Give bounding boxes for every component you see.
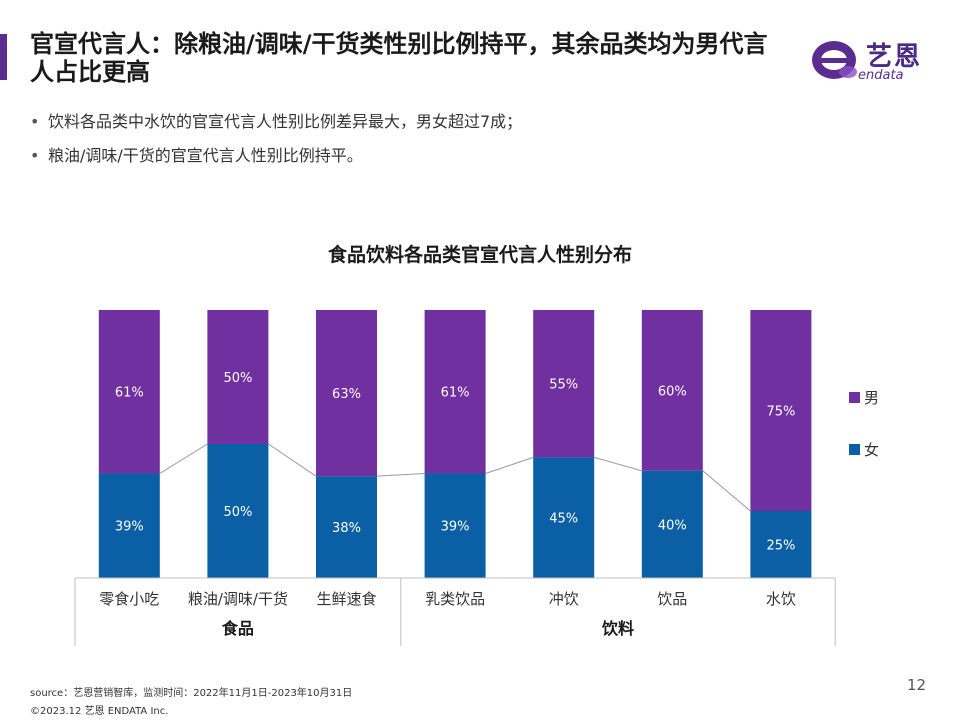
bullet-dot: •	[30, 112, 40, 131]
page-number: 12	[907, 676, 927, 694]
bullet-dot: •	[30, 146, 40, 165]
data-label-female-4: 39%	[441, 520, 470, 535]
series-connector-line-1	[159, 443, 208, 474]
series-connector-line-2	[268, 443, 317, 477]
bar-male-1	[98, 310, 160, 474]
bar-female-1	[98, 473, 160, 578]
data-label-male-7: 75%	[766, 405, 795, 420]
bar-female-2	[207, 444, 269, 578]
title-accent-bar	[0, 34, 7, 80]
category-label-1: 零食小吃	[99, 590, 159, 608]
bar-male-2	[207, 310, 269, 444]
bar-male-3	[316, 310, 377, 477]
data-label-male-6: 60%	[658, 384, 687, 399]
legend-label-2: 女	[864, 441, 879, 459]
bullet-text: 粮油/调味/干货的官宣代言人性别比例持平。	[48, 146, 363, 165]
bar-female-4	[424, 473, 486, 578]
series-connector-line-3	[376, 472, 425, 477]
bar-male-4	[424, 310, 486, 474]
endata-logo: 艺恩 endata	[808, 34, 938, 94]
data-label-female-6: 40%	[658, 518, 687, 533]
legend-swatch-1	[849, 392, 860, 403]
data-label-male-1: 61%	[115, 386, 144, 401]
endata-logo-icon	[812, 41, 857, 79]
gender-distribution-chart: 61% 39% 零食小吃 50% 50% 粮油/调味/干货 63% 38% 生鲜速食 61% 39%…	[74, 310, 879, 646]
category-label-6: 饮品	[657, 590, 687, 608]
bar-female-7	[750, 511, 812, 578]
category-label-4: 乳类饮品	[425, 590, 485, 608]
data-label-male-5: 55%	[549, 378, 578, 393]
data-label-male-2: 50%	[223, 371, 252, 386]
logo-text-cn: 艺恩	[866, 42, 923, 72]
bullet-item: • 粮油/调味/干货的官宣代言人性别比例持平。	[30, 146, 910, 166]
bar-female-5	[533, 457, 595, 578]
data-label-female-3: 38%	[332, 521, 361, 536]
bar-male-7	[750, 310, 812, 511]
data-label-female-5: 45%	[549, 512, 578, 527]
series-connector-line-4	[485, 456, 534, 474]
category-label-5: 冲饮	[549, 590, 579, 608]
series-connector-line-6	[702, 470, 751, 512]
series-connector-line-5	[594, 456, 642, 472]
data-label-female-1: 39%	[115, 520, 144, 535]
logo-text-en: endata	[858, 68, 904, 83]
group-label-1: 食品	[221, 619, 254, 638]
group-label-2: 饮料	[601, 619, 634, 638]
category-label-2: 粮油/调味/干货	[188, 590, 288, 608]
data-label-male-3: 63%	[332, 387, 361, 402]
bullet-item: • 饮料各品类中水饮的官宣代言人性别比例差异最大，男女超过7成；	[30, 112, 910, 132]
slide-title: 官宣代言人：除粮油/调味/干货类性别比例持平，其余品类均为男代言人占比更高	[30, 30, 768, 86]
bar-female-3	[316, 476, 377, 578]
data-label-male-4: 61%	[441, 386, 470, 401]
bar-female-6	[641, 470, 703, 578]
chart-title: 食品饮料各品类官宣代言人性别分布	[327, 244, 632, 266]
bar-male-5	[533, 310, 595, 458]
bar-male-6	[641, 310, 703, 471]
footer-source: source：艺恩营销智库，监测时间：2022年11月1日-2023年10月31…	[30, 688, 353, 699]
category-label-3: 生鲜速食	[316, 590, 376, 608]
footer-copyright: ©2023.12 艺恩 ENDATA Inc.	[30, 706, 169, 717]
data-label-female-7: 25%	[766, 539, 795, 554]
bullet-text: 饮料各品类中水饮的官宣代言人性别比例差异最大，男女超过7成；	[48, 112, 523, 131]
data-label-female-2: 50%	[223, 505, 252, 520]
category-label-7: 水饮	[766, 590, 796, 608]
bullet-list: • 饮料各品类中水饮的官宣代言人性别比例差异最大，男女超过7成； • 粮油/调味/干…	[30, 112, 910, 180]
legend-label-1: 男	[864, 389, 879, 407]
legend-swatch-2	[849, 444, 860, 455]
